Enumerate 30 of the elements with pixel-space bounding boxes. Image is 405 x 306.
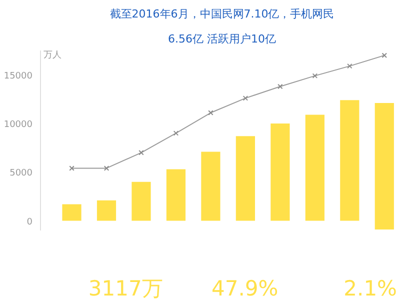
point (69, 166, 74, 171)
point (312, 73, 318, 78)
point (278, 84, 283, 90)
point (382, 52, 388, 58)
text: 2.1% (344, 276, 398, 300)
bar (340, 100, 360, 221)
bar (374, 103, 394, 230)
bar (166, 169, 186, 221)
chart-subtitle: 6.56亿 活跃用户10亿 (168, 32, 276, 46)
bar (132, 182, 151, 221)
point (138, 150, 144, 156)
point (208, 110, 214, 116)
point (173, 130, 179, 136)
y-tick-label: 5000 (10, 168, 33, 179)
point (347, 63, 352, 69)
text: 3117万 (88, 276, 163, 300)
y-tick-label: 15000 (4, 71, 33, 82)
bar (270, 123, 290, 221)
bar (96, 200, 116, 221)
chart-title: 截至2016年6月，中国民网7.10亿，手机网民 (110, 8, 334, 20)
bar (62, 204, 82, 221)
y-tick-label: 0 (26, 217, 33, 228)
y-tick-label: 10000 (4, 120, 33, 130)
point (104, 166, 110, 171)
bar (236, 136, 255, 221)
bar (201, 152, 220, 221)
point (242, 96, 248, 101)
text: 47.9% (212, 276, 278, 300)
bar (305, 114, 324, 221)
y-axis-title: 万人 (44, 50, 62, 60)
